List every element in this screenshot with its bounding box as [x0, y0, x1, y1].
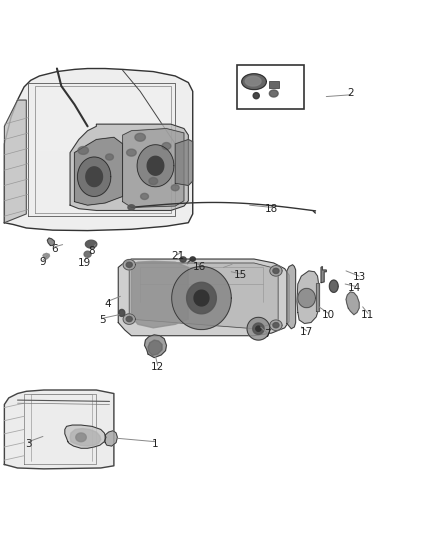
Polygon shape — [78, 157, 111, 197]
Polygon shape — [346, 292, 359, 314]
Polygon shape — [242, 74, 266, 90]
Polygon shape — [190, 257, 195, 261]
Polygon shape — [180, 257, 186, 262]
Text: 3: 3 — [25, 439, 32, 449]
Text: 16: 16 — [193, 262, 206, 271]
Polygon shape — [147, 156, 164, 175]
Polygon shape — [194, 290, 209, 306]
Text: 15: 15 — [234, 270, 247, 280]
Text: 13: 13 — [353, 272, 366, 282]
Text: 7: 7 — [264, 329, 271, 340]
Polygon shape — [253, 93, 259, 99]
Polygon shape — [84, 251, 91, 257]
Polygon shape — [47, 238, 54, 246]
Polygon shape — [123, 260, 135, 270]
Polygon shape — [162, 142, 171, 150]
Polygon shape — [4, 390, 114, 469]
Polygon shape — [123, 128, 184, 207]
Text: 14: 14 — [348, 282, 361, 293]
Polygon shape — [287, 265, 296, 329]
Polygon shape — [148, 340, 162, 356]
Polygon shape — [76, 433, 86, 442]
Polygon shape — [270, 320, 282, 330]
Text: 11: 11 — [361, 310, 374, 320]
Text: 6: 6 — [51, 244, 58, 254]
Polygon shape — [4, 100, 26, 223]
Polygon shape — [316, 283, 319, 311]
Polygon shape — [247, 317, 270, 340]
Text: 21: 21 — [171, 251, 184, 261]
Polygon shape — [270, 265, 282, 276]
Polygon shape — [321, 266, 326, 282]
Polygon shape — [187, 282, 216, 314]
Polygon shape — [65, 425, 106, 448]
Polygon shape — [172, 266, 231, 329]
Polygon shape — [273, 268, 279, 273]
Polygon shape — [329, 280, 338, 292]
Polygon shape — [128, 205, 135, 210]
Polygon shape — [86, 167, 102, 187]
Polygon shape — [256, 326, 261, 332]
Polygon shape — [126, 317, 132, 322]
Polygon shape — [273, 322, 279, 328]
Polygon shape — [145, 335, 166, 358]
Polygon shape — [175, 140, 193, 185]
Text: 2: 2 — [347, 88, 354, 99]
Text: 8: 8 — [88, 246, 95, 256]
Polygon shape — [245, 76, 261, 86]
Text: 1: 1 — [152, 439, 159, 449]
Polygon shape — [78, 147, 88, 155]
Text: 18: 18 — [265, 204, 278, 214]
Polygon shape — [4, 69, 193, 231]
Text: 17: 17 — [300, 327, 313, 337]
Polygon shape — [123, 314, 135, 324]
Polygon shape — [127, 149, 136, 156]
Polygon shape — [135, 133, 145, 141]
Polygon shape — [35, 86, 171, 150]
Polygon shape — [171, 184, 179, 191]
Polygon shape — [106, 154, 113, 160]
Polygon shape — [43, 253, 49, 259]
Polygon shape — [74, 138, 123, 205]
Polygon shape — [70, 429, 101, 446]
Bar — [237, 65, 304, 109]
Polygon shape — [137, 145, 174, 187]
Text: 12: 12 — [151, 362, 164, 372]
Polygon shape — [118, 259, 289, 336]
Polygon shape — [105, 431, 117, 446]
Polygon shape — [119, 310, 125, 317]
Polygon shape — [269, 90, 278, 97]
Polygon shape — [70, 124, 188, 211]
Polygon shape — [131, 261, 188, 328]
Polygon shape — [253, 323, 264, 334]
Text: 19: 19 — [78, 258, 91, 268]
Polygon shape — [297, 271, 319, 324]
Polygon shape — [85, 240, 97, 248]
Polygon shape — [298, 288, 315, 308]
Bar — [269, 81, 279, 88]
Text: 5: 5 — [99, 315, 106, 325]
Text: 10: 10 — [322, 310, 335, 320]
Text: 9: 9 — [39, 257, 46, 267]
Polygon shape — [126, 262, 132, 268]
Polygon shape — [141, 193, 148, 199]
Polygon shape — [149, 177, 158, 184]
Text: 4: 4 — [104, 298, 111, 309]
Polygon shape — [129, 263, 278, 329]
